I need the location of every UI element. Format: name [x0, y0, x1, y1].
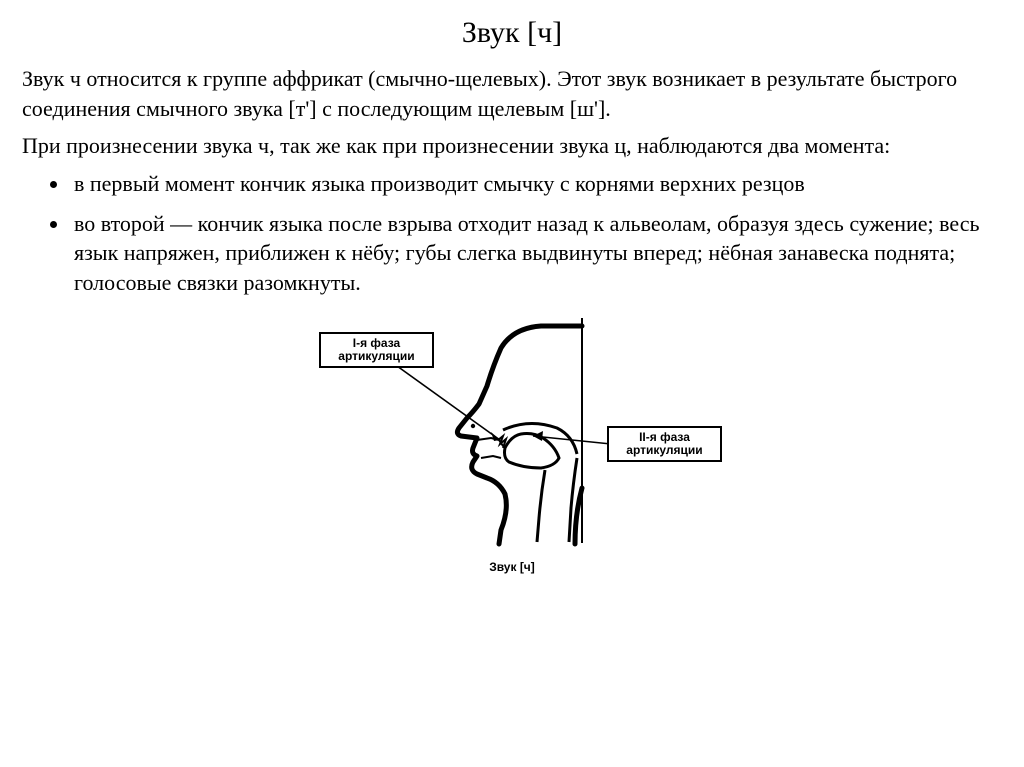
slide-content: Звук [ч] Звук ч относится к группе аффри… [0, 0, 1024, 583]
phase1-line2: артикуляции [338, 349, 414, 363]
paragraph-intro: Звук ч относится к группе аффрикат (смыч… [22, 64, 1002, 123]
list-item: во второй — кончик языка после взрыва от… [70, 209, 1002, 298]
diagram-caption: Звук [ч] [277, 560, 747, 574]
diagram-container: I-я фаза артикуляции II-я фаза артикуляц… [22, 308, 1002, 583]
slide-title: Звук [ч] [22, 16, 1002, 50]
phase1-label-box: I-я фаза артикуляции [319, 332, 434, 368]
phase2-line2: артикуляции [626, 443, 702, 457]
phase2-label-box: II-я фаза артикуляции [607, 426, 722, 462]
phase2-line1: II-я фаза [639, 430, 690, 444]
articulation-diagram: I-я фаза артикуляции II-я фаза артикуляц… [277, 308, 747, 583]
phase1-line1: I-я фаза [353, 336, 400, 350]
moments-list: в первый момент кончик языка производит … [22, 169, 1002, 298]
paragraph-moments: При произнесении звука ч, так же как при… [22, 131, 1002, 161]
list-item: в первый момент кончик языка производит … [70, 169, 1002, 199]
